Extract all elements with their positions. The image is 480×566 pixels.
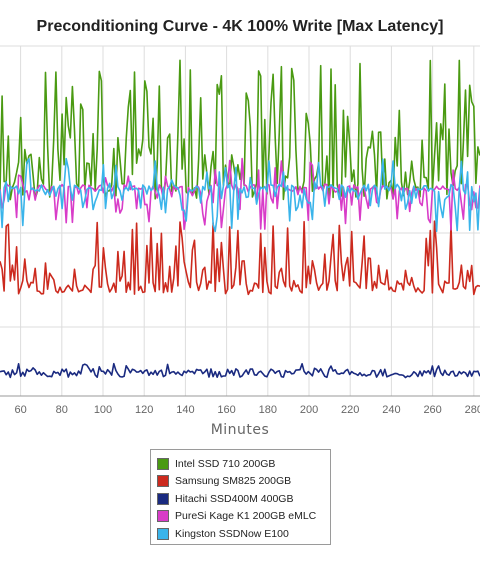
x-tick-label: 60	[14, 404, 26, 416]
series-lines	[0, 59, 480, 379]
series-line-samsung-sm825-200gb	[0, 220, 480, 296]
series-line-hitachi-ssd400m-400gb	[0, 362, 480, 379]
x-tick-label: 200	[300, 404, 318, 416]
legend-item: Hitachi SSD400M 400GB	[157, 490, 330, 508]
x-tick-label: 120	[135, 404, 153, 416]
legend-label: Samsung SM825 200GB	[175, 475, 292, 488]
legend-label: Intel SSD 710 200GB	[175, 457, 276, 470]
series-line-kingston-ssdnow-e100	[0, 157, 480, 233]
legend-label: PureSi Kage K1 200GB eMLC	[175, 510, 317, 523]
x-tick-label: 140	[176, 404, 194, 416]
legend-item: PureSi Kage K1 200GB eMLC	[157, 508, 330, 526]
x-tick-label: 280	[465, 404, 480, 416]
legend: Intel SSD 710 200GB Samsung SM825 200GB Hi…	[150, 449, 331, 545]
legend-item: Samsung SM825 200GB	[157, 473, 330, 491]
legend-label: Hitachi SSD400M 400GB	[175, 492, 294, 505]
x-tick-label: 180	[259, 404, 277, 416]
legend-item: Intel SSD 710 200GB	[157, 455, 330, 473]
legend-swatch	[157, 492, 169, 505]
x-axis-label: Minutes	[210, 422, 270, 438]
x-tick-label: 100	[94, 404, 112, 416]
legend-item: Kingston SSDNow E100	[157, 525, 330, 543]
series-line-intel-ssd-710-200gb	[0, 59, 480, 201]
x-tick-label: 240	[382, 404, 400, 416]
legend-swatch	[157, 457, 169, 470]
x-tick-label: 220	[341, 404, 359, 416]
x-tick-label: 160	[217, 404, 235, 416]
chart-title: Preconditioning Curve - 4K 100% Write [M…	[36, 18, 444, 35]
x-tick-label: 80	[56, 404, 68, 416]
x-tick-label: 260	[423, 404, 441, 416]
legend-swatch	[157, 527, 169, 540]
x-tick-labels: 60 80 100 120 140 160 180 200 220 240 260 280	[14, 404, 480, 416]
legend-swatch	[157, 510, 169, 523]
legend-label: Kingston SSDNow E100	[175, 527, 289, 540]
legend-swatch	[157, 475, 169, 488]
